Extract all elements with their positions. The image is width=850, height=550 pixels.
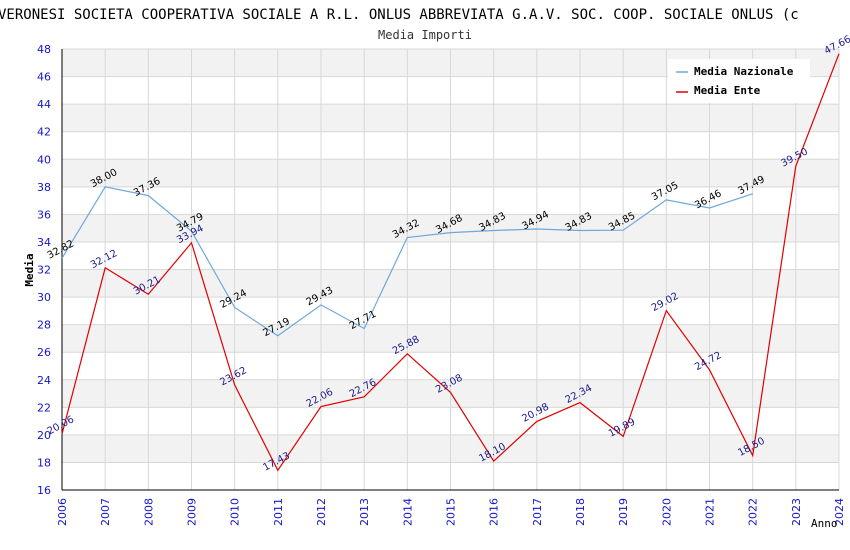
legend-label-media-nazionale: Media Nazionale: [694, 65, 794, 78]
y-tick-label: 38: [37, 181, 51, 194]
x-tick-label: 2018: [574, 498, 587, 526]
y-tick-labels: 16 18 20 22 24 26 28 30 32 34 36 38 40 42 44 46 48: [37, 43, 51, 497]
x-tick-label: 2009: [186, 498, 199, 526]
y-tick-label: 22: [37, 401, 51, 414]
series-lines: [61, 53, 840, 472]
y-tick-label: 28: [37, 319, 51, 332]
y-tick-label: 32: [37, 264, 51, 277]
x-tick-label: 2014: [401, 498, 414, 526]
x-tick-label: 2021: [704, 498, 717, 526]
y-tick-label: 48: [37, 43, 51, 56]
x-tick-label: 2023: [790, 498, 803, 526]
legend-box: [668, 59, 810, 103]
x-tick-label: 2015: [445, 498, 458, 526]
legend-label-media-ente: Media Ente: [694, 84, 761, 97]
x-tick-label: 2010: [229, 498, 242, 526]
y-tick-label: 46: [37, 71, 51, 84]
chart-title: VERONESI SOCIETA COOPERATIVA SOCIALE A R…: [0, 7, 799, 23]
x-tick-label: 2007: [99, 498, 112, 526]
x-tick-label: 2024: [833, 498, 846, 526]
data-label-media-ente: 20.06: [46, 414, 76, 437]
x-tick-label: 2022: [747, 498, 760, 526]
y-tick-label: 34: [37, 236, 51, 249]
y-tick-label: 40: [37, 153, 51, 166]
y-tick-label: 36: [37, 208, 51, 221]
y-axis-label: Media: [23, 253, 36, 286]
series-line-media-ente: [61, 53, 840, 472]
x-tick-label: 2013: [358, 498, 371, 526]
y-tick-label: 44: [37, 98, 51, 111]
x-tick-label: 2012: [315, 498, 328, 526]
y-tick-label: 18: [37, 456, 51, 469]
y-tick-label: 42: [37, 126, 51, 139]
x-tick-label: 2016: [488, 498, 501, 526]
y-tick-label: 26: [37, 346, 51, 359]
x-tick-label: 2017: [531, 498, 544, 526]
x-tick-label: 2011: [272, 498, 285, 526]
y-tick-label: 24: [37, 374, 51, 387]
y-tick-label: 16: [37, 484, 51, 497]
x-tick-labels: 2006 2007 2008 2009 2010 2011 2012 2013 2014 2015…: [56, 498, 846, 526]
y-tick-label: 30: [37, 291, 51, 304]
x-tick-label: 2008: [142, 498, 155, 526]
series-line-media-nazionale: [61, 186, 753, 337]
x-tick-label: 2020: [660, 498, 673, 526]
x-tick-label: 2019: [617, 498, 630, 526]
axes: [61, 49, 839, 491]
x-tick-label: 2006: [56, 498, 69, 526]
legend: Media Nazionale Media Ente: [668, 59, 810, 103]
data-label-media-ente: 32.12: [89, 248, 119, 271]
x-axis-label: Anno: [811, 517, 838, 530]
chart-subtitle: Media Importi: [378, 28, 472, 42]
y-tick-label: 20: [37, 429, 51, 442]
